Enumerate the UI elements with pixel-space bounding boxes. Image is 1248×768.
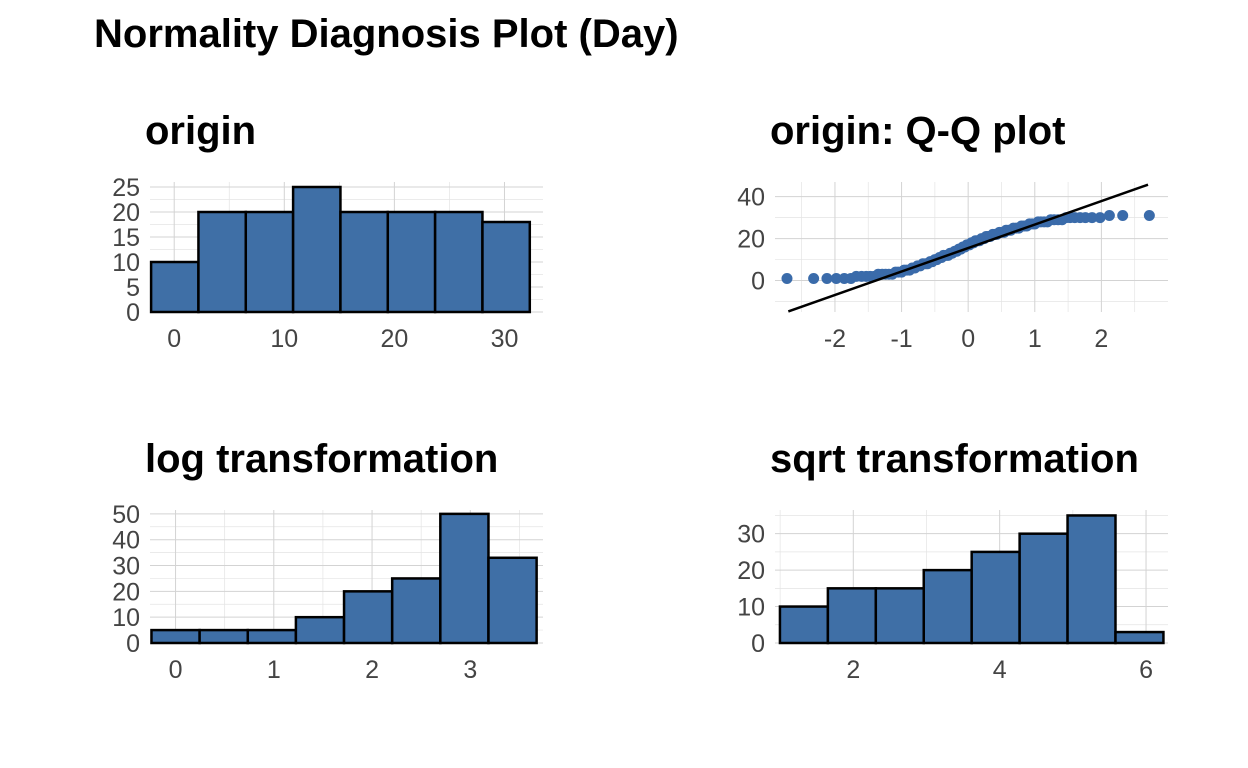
panel-sqrt-histogram: sqrt transformation 2 4 6 0 10 20 30: [737, 437, 1168, 684]
histogram-bar-5: [386, 210, 437, 314]
y-tick-label: 30: [737, 521, 765, 549]
histogram-bar-0: [149, 260, 200, 314]
y-tick-label: 50: [112, 501, 140, 529]
panel-title-origin: origin: [145, 109, 256, 153]
y-tick-label: 0: [126, 630, 140, 658]
histogram-bar-6: [433, 210, 484, 314]
qq-point-3: [830, 272, 842, 284]
histogram-bar-2: [246, 628, 298, 645]
y-tick-label: 10: [112, 249, 140, 277]
histogram-bar-2: [874, 587, 925, 645]
x-tick-label: -2: [824, 325, 846, 353]
panel-title-sqrt: sqrt transformation: [770, 437, 1139, 481]
histogram-bar-3: [294, 615, 346, 645]
histogram-bar-7: [481, 220, 532, 314]
histogram-bar-1: [197, 210, 248, 314]
histogram-bar-1: [826, 587, 878, 645]
x-tick-label: 3: [463, 656, 477, 684]
panel-title-qq: origin: Q-Q plot: [770, 109, 1066, 153]
qq-point-93: [1143, 210, 1155, 222]
panel-title-log: log transformation: [145, 437, 498, 481]
histogram-bar-4: [342, 590, 394, 645]
histogram-bar-5: [390, 577, 442, 645]
histogram-bar-4: [339, 210, 390, 314]
x-tick-label: 20: [380, 325, 408, 353]
y-tick-label: 0: [126, 299, 140, 327]
histogram-bar-0: [150, 628, 201, 645]
qq-reference-line: [787, 183, 1149, 313]
y-tick-label: 30: [112, 553, 140, 581]
x-tick-label: 2: [846, 656, 860, 684]
y-tick-label: 0: [751, 630, 765, 658]
qq-point-89: [1086, 212, 1098, 224]
y-tick-label: 10: [737, 594, 765, 622]
histogram-bar-2: [244, 210, 295, 314]
histogram-bar-0: [778, 605, 830, 645]
histogram-bar-4: [970, 550, 1021, 645]
x-tick-label: 2: [365, 656, 379, 684]
x-tick-label: 1: [1028, 325, 1042, 353]
x-tick-label: 2: [1094, 325, 1108, 353]
y-tick-label: 20: [112, 199, 140, 227]
histogram-bar-3: [922, 568, 973, 645]
qq-point-91: [1103, 210, 1115, 222]
x-tick-label: 0: [167, 325, 181, 353]
histogram-bar-5: [1018, 532, 1069, 645]
y-tick-label: 20: [112, 578, 140, 606]
histogram-bar-7: [1114, 630, 1165, 645]
y-tick-label: 5: [126, 274, 140, 302]
histogram-bar-6: [439, 512, 490, 645]
qq-point-2: [821, 272, 833, 284]
y-tick-label: 20: [737, 557, 765, 585]
y-tick-label: 40: [737, 184, 765, 212]
x-tick-label: -1: [890, 325, 912, 353]
x-tick-label: 0: [961, 325, 975, 353]
x-tick-label: 30: [491, 325, 519, 353]
figure-title: Normality Diagnosis Plot (Day): [94, 12, 679, 56]
y-tick-label: 15: [112, 224, 140, 252]
histogram-bar-7: [487, 556, 538, 645]
y-tick-label: 20: [737, 226, 765, 254]
x-tick-label: 1: [267, 656, 281, 684]
histogram-bar-1: [198, 628, 250, 645]
x-tick-label: 6: [1139, 656, 1153, 684]
y-tick-label: 10: [112, 604, 140, 632]
x-tick-label: 10: [270, 325, 298, 353]
qq-point-1: [808, 272, 820, 284]
histogram-bar-6: [1066, 514, 1117, 645]
plot-area-sqrt: 2 4 6 0 10 20 30: [737, 510, 1168, 684]
qq-point-90: [1094, 212, 1106, 224]
y-tick-label: 40: [112, 527, 140, 555]
x-tick-label: 4: [993, 656, 1007, 684]
histogram-bar-3: [291, 185, 342, 314]
y-tick-label: 25: [112, 174, 140, 202]
x-tick-label: 0: [169, 656, 183, 684]
y-tick-label: 0: [751, 268, 765, 296]
qq-point-0: [781, 272, 793, 284]
qq-point-92: [1117, 210, 1129, 222]
